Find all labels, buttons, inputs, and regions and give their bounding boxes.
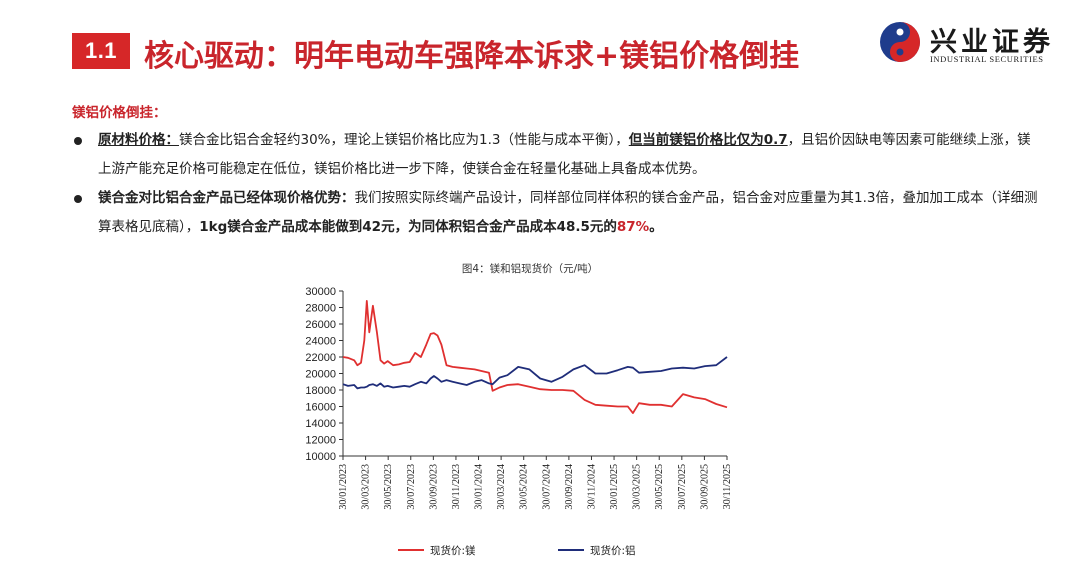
y-tick-label: 30000: [305, 286, 336, 298]
series-line-magnesium: [342, 300, 728, 415]
bullet-list: 原材料价格：镁合金比铝合金轻约30%，理论上镁铝价格比应为1.3（性能与成本平衡…: [72, 126, 1042, 242]
y-tick-label: 20000: [305, 369, 336, 381]
x-tick-label: 30/03/2023: [361, 464, 372, 510]
slide-header: 1.1 核心驱动：明年电动车强降本诉求+镁铝价格倒挂 兴业证券 INDUSTRI…: [0, 0, 1080, 84]
y-tick-label: 28000: [305, 303, 336, 315]
bullet-label: 原材料价格：: [98, 132, 179, 148]
y-tick-label: 18000: [305, 385, 336, 397]
bullet-label: 镁合金对比铝合金产品已经体现价格优势：: [98, 190, 355, 206]
y-tick-label: 22000: [305, 352, 336, 364]
x-tick-label: 30/09/2024: [564, 464, 575, 510]
x-tick-label: 30/05/2024: [519, 464, 530, 510]
y-tick-label: 26000: [305, 319, 336, 331]
bullet-emphasis: 但当前镁铝价格比仅为0.7: [628, 132, 788, 148]
bullet-emphasis: 1kg镁合金产品成本能做到42元，为同体积铝合金产品成本48.5元的: [199, 219, 617, 235]
legend-label: 现货价:镁: [430, 544, 476, 557]
company-logo: 兴业证券 INDUSTRIAL SECURITIES: [878, 18, 1068, 68]
x-tick-label: 30/07/2025: [677, 464, 688, 510]
x-tick-label: 30/01/2025: [609, 464, 620, 510]
x-tick-label: 30/01/2024: [474, 464, 485, 510]
x-axis: 30/01/2023 30/03/2023 30/05/2023 30/07/2023…: [338, 455, 733, 510]
bullet-text: 。: [649, 219, 663, 235]
x-tick-label: 30/07/2023: [406, 464, 417, 510]
section-number-badge: 1.1: [72, 33, 130, 69]
bullet-dot: [74, 137, 82, 145]
bullet-highlight-percent: 87%: [616, 219, 650, 235]
chart-legend: 现货价:镁 现货价:铝: [398, 544, 636, 557]
bullet-item-material-price: 原材料价格：镁合金比铝合金轻约30%，理论上镁铝价格比应为1.3（性能与成本平衡…: [72, 126, 1042, 184]
y-tick-label: 14000: [305, 418, 336, 430]
y-axis: 10000 12000 14000 16000 18000 20000 22000 24000…: [305, 286, 344, 463]
x-tick-label: 30/05/2025: [654, 464, 665, 510]
x-tick-label: 30/05/2023: [383, 464, 394, 510]
legend-label: 现货价:铝: [590, 544, 636, 557]
y-tick-label: 10000: [305, 451, 336, 463]
price-chart: 图4：镁和铝现货价（元/吨） 10000 12000 14000 16000 18000…: [290, 258, 770, 564]
logo-name-cn: 兴业证券: [930, 27, 1054, 58]
bullet-text: ，且铝价因缺电等因素可能继续上涨，镁上游产能充足价格可能稳定在低位，镁铝价格比进…: [98, 132, 1031, 177]
x-tick-label: 30/11/2024: [586, 464, 597, 509]
logo-swirl-icon: [880, 22, 920, 62]
x-tick-label: 30/03/2025: [632, 464, 643, 510]
bullet-text: 镁合金比铝合金轻约30%，理论上镁铝价格比应为1.3（性能与成本平衡），: [179, 132, 629, 148]
chart-title: 图4：镁和铝现货价（元/吨）: [462, 262, 598, 275]
bullet-dot: [74, 195, 82, 203]
series-layer: [342, 300, 728, 415]
series-line-aluminum: [342, 356, 728, 390]
chart-svg: 图4：镁和铝现货价（元/吨） 10000 12000 14000 16000 18000…: [305, 262, 733, 557]
x-tick-label: 30/09/2025: [699, 464, 710, 510]
x-tick-label: 30/11/2025: [722, 464, 733, 509]
page-title: 核心驱动：明年电动车强降本诉求+镁铝价格倒挂: [144, 39, 800, 74]
x-tick-label: 30/01/2023: [338, 464, 349, 510]
y-tick-label: 24000: [305, 336, 336, 348]
bullet-item-price-advantage: 镁合金对比铝合金产品已经体现价格优势：我们按照实际终端产品设计，同样部位同样体积…: [72, 184, 1042, 242]
logo-name-en: INDUSTRIAL SECURITIES: [930, 54, 1044, 64]
x-tick-label: 30/09/2023: [428, 464, 439, 510]
x-tick-label: 30/11/2023: [451, 464, 462, 509]
section-subheading: 镁铝价格倒挂：: [72, 105, 167, 121]
x-tick-label: 30/07/2024: [541, 464, 552, 510]
y-tick-label: 16000: [305, 402, 336, 414]
y-tick-label: 12000: [305, 435, 336, 447]
x-tick-label: 30/03/2024: [496, 464, 507, 510]
bullet-text: 我们按照实际终端产品设计，同样部位同样体积的镁合金产品，铝合金对应重量为其1.3…: [98, 190, 1038, 235]
